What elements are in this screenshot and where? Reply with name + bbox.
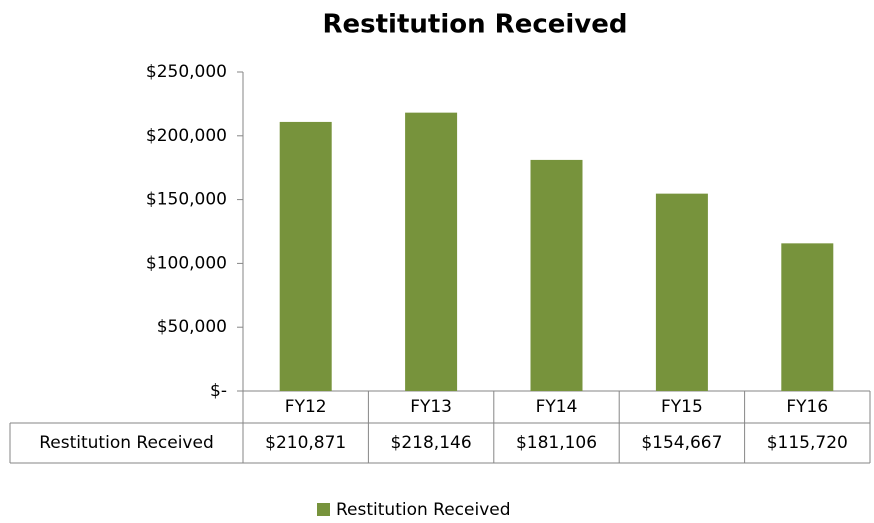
table-value: $181,106 bbox=[516, 433, 597, 453]
chart-title: Restitution Received bbox=[323, 10, 628, 40]
table-value: $218,146 bbox=[391, 433, 472, 453]
y-tick-label: $150,000 bbox=[146, 190, 227, 210]
bar bbox=[530, 159, 583, 391]
table-value: $115,720 bbox=[767, 433, 848, 453]
x-tick-label: FY16 bbox=[786, 397, 828, 417]
bar bbox=[279, 121, 332, 392]
legend-label: Restitution Received bbox=[336, 500, 511, 520]
table-value: $154,667 bbox=[641, 433, 722, 453]
y-tick-label: $50,000 bbox=[157, 317, 227, 337]
bar bbox=[405, 112, 458, 392]
y-tick-label: $- bbox=[210, 381, 227, 401]
table-value: $210,871 bbox=[265, 433, 346, 453]
y-tick-label: $100,000 bbox=[146, 253, 227, 273]
table-row-header: Restitution Received bbox=[39, 433, 214, 453]
bar bbox=[781, 243, 834, 391]
x-tick-label: FY15 bbox=[661, 397, 703, 417]
y-tick-label: $250,000 bbox=[146, 62, 227, 82]
x-tick-label: FY14 bbox=[536, 397, 578, 417]
x-tick-label: FY13 bbox=[410, 397, 452, 417]
y-tick-label: $200,000 bbox=[146, 126, 227, 146]
bar bbox=[655, 193, 708, 391]
legend-swatch bbox=[317, 503, 330, 516]
x-tick-label: FY12 bbox=[285, 397, 327, 417]
